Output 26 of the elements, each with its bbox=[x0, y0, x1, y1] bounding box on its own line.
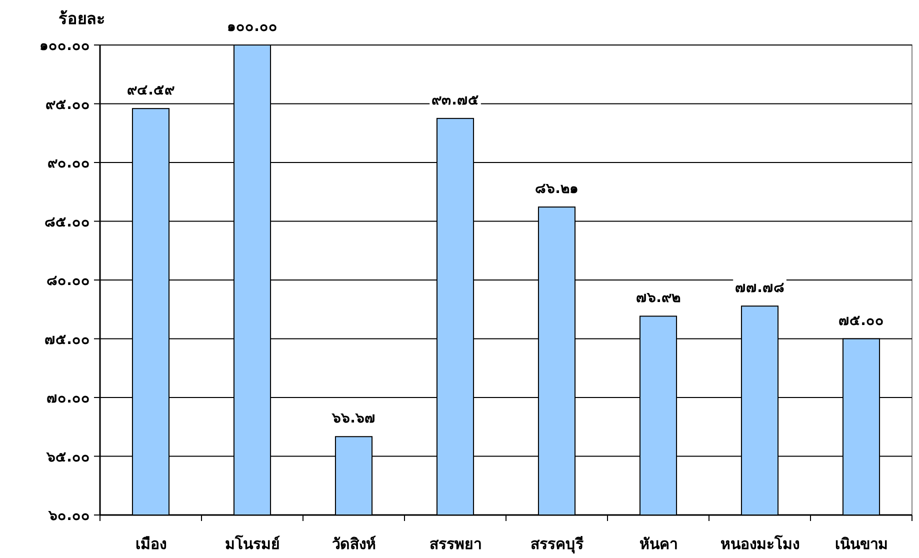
y-tick-label: ๗๐.๐๐ bbox=[46, 390, 90, 406]
data-label: ๙๓.๗๕ bbox=[432, 92, 479, 108]
data-label: ๖๖.๖๗ bbox=[331, 410, 376, 427]
y-tick-label: ๗๕.๐๐ bbox=[44, 332, 90, 348]
data-label: ๗๖.๙๒ bbox=[636, 290, 680, 306]
x-tick-label: หนองมะโมง bbox=[720, 534, 800, 553]
y-tick-label: ๘๐.๐๐ bbox=[46, 273, 90, 289]
x-tick-label: เนินขาม bbox=[834, 535, 888, 553]
y-tick-label: ๙๐.๐๐ bbox=[48, 156, 90, 172]
x-tick-label: เมือง bbox=[135, 535, 166, 553]
y-tick-label: ๖๐.๐๐ bbox=[48, 508, 90, 524]
y-tick-label: ๘๕.๐๐ bbox=[44, 214, 90, 230]
y-tick-label: ๖๕.๐๐ bbox=[46, 449, 90, 466]
x-tick-label: วัดสิงห์ bbox=[332, 535, 376, 553]
data-label: ๙๔.๕๙ bbox=[127, 82, 174, 99]
y-axis-title: ร้อยละ bbox=[58, 9, 106, 28]
data-label: ๑๐๐.๐๐ bbox=[227, 19, 278, 35]
data-label: ๘๖.๒๑ bbox=[535, 181, 578, 198]
y-tick-label: ๑๐๐.๐๐ bbox=[40, 38, 90, 54]
data-label: ๗๗.๗๘ bbox=[735, 280, 784, 296]
y-tick-label: ๙๕.๐๐ bbox=[46, 96, 90, 113]
x-tick-label: สรรคบุรี bbox=[530, 535, 584, 554]
x-tick-label: มโนรมย์ bbox=[224, 534, 280, 553]
x-tick-label: หันคา bbox=[639, 535, 678, 553]
data-label: ๗๕.๐๐ bbox=[838, 312, 884, 329]
x-tick-label: สรรพยา bbox=[429, 535, 482, 553]
